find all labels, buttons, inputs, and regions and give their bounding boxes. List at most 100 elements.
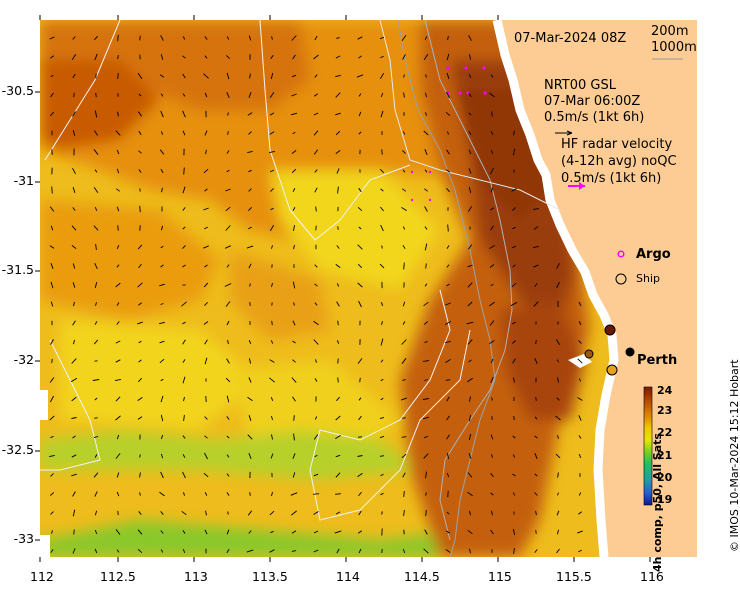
current-vector	[270, 207, 274, 211]
current-vector	[225, 377, 231, 383]
hf-title: HF radar velocity	[561, 137, 673, 152]
map-timestamp: 07-Mar-2024 08Z	[514, 31, 627, 46]
current-vector	[402, 150, 406, 154]
current-vector	[50, 92, 54, 98]
current-vector	[534, 453, 538, 459]
current-vector	[490, 74, 494, 78]
y-tick-label: -31.5	[1, 262, 34, 277]
current-vector	[358, 55, 362, 59]
current-vector	[51, 149, 53, 155]
current-vector	[490, 167, 494, 175]
current-vector	[512, 264, 516, 268]
current-vector	[358, 93, 362, 97]
current-vector	[248, 169, 252, 173]
x-tick-label: 116	[640, 569, 664, 584]
current-vector	[226, 264, 230, 268]
current-vector	[137, 72, 143, 80]
current-vector	[72, 435, 76, 439]
current-vector	[249, 73, 251, 79]
current-vector	[557, 321, 559, 325]
current-vector	[424, 36, 428, 40]
current-vector	[467, 301, 473, 307]
current-vector	[489, 264, 495, 268]
current-vector	[491, 111, 493, 117]
current-vector	[556, 377, 560, 383]
current-vector	[534, 492, 538, 496]
current-vector	[534, 435, 538, 439]
current-vector	[293, 415, 295, 421]
current-vector	[95, 302, 97, 306]
current-vector	[358, 131, 362, 135]
current-vector	[160, 414, 164, 422]
current-vector	[270, 415, 274, 421]
imos-credit: © IMOS 10-Mar-2024 15:12 Hobart	[728, 359, 740, 552]
current-vector	[93, 130, 99, 136]
current-vector	[469, 548, 471, 554]
current-vector	[246, 549, 254, 553]
current-vector	[314, 283, 318, 287]
current-vector	[225, 206, 231, 212]
current-vector	[161, 131, 163, 135]
current-vector	[292, 396, 296, 402]
gsl-time: 07-Mar 06:00Z	[544, 94, 641, 109]
current-vector	[422, 416, 430, 420]
current-vector	[137, 321, 143, 325]
current-vector	[203, 73, 209, 79]
current-vector	[314, 264, 318, 268]
current-vector	[225, 188, 231, 192]
current-vector	[447, 224, 449, 232]
hf-scale-label: 0.5m/s (1kt 6h)	[561, 171, 662, 186]
current-vector	[490, 284, 494, 286]
current-vector	[425, 112, 427, 116]
current-vector	[225, 225, 231, 231]
current-vector	[139, 35, 141, 41]
current-vector	[117, 55, 119, 59]
current-vector	[49, 206, 55, 212]
current-vector	[292, 187, 296, 193]
current-vector	[204, 36, 208, 40]
current-vector	[401, 34, 407, 42]
current-vector	[50, 263, 54, 269]
current-vector	[137, 397, 143, 401]
sea-surface-temperature-field	[40, 20, 697, 557]
current-vector	[512, 207, 516, 211]
current-vector	[247, 226, 253, 230]
current-vector	[555, 339, 561, 345]
current-vector	[557, 435, 559, 439]
current-vector	[182, 321, 186, 325]
current-vector	[159, 340, 165, 344]
colorbar	[643, 386, 653, 506]
current-vector	[467, 282, 473, 288]
current-vector	[535, 397, 537, 401]
current-vector	[71, 358, 77, 364]
current-vector	[225, 245, 231, 249]
current-vector	[50, 435, 54, 439]
current-vector	[402, 379, 406, 381]
current-vector	[182, 55, 186, 59]
current-vector	[183, 167, 185, 175]
current-vector	[160, 245, 164, 249]
current-vector	[402, 131, 406, 135]
current-vector	[445, 359, 451, 363]
current-vector	[467, 491, 473, 497]
current-vector	[72, 207, 76, 211]
current-vector	[358, 111, 362, 117]
current-vector	[445, 340, 451, 344]
current-vector	[468, 433, 472, 441]
current-vector	[446, 511, 450, 515]
current-vector	[490, 131, 494, 135]
current-vector	[359, 377, 361, 383]
current-vector	[403, 509, 405, 517]
current-vector	[468, 92, 472, 98]
current-vector	[183, 396, 185, 402]
current-vector	[313, 434, 319, 440]
current-vector	[248, 415, 252, 421]
current-vector	[114, 378, 122, 382]
current-vector	[204, 529, 208, 535]
current-vector	[71, 53, 77, 61]
colorbar-tick: 20	[657, 471, 673, 484]
current-vector	[203, 207, 209, 211]
argo-markers	[410, 66, 487, 202]
current-vector	[357, 282, 363, 288]
current-vector	[247, 396, 253, 402]
